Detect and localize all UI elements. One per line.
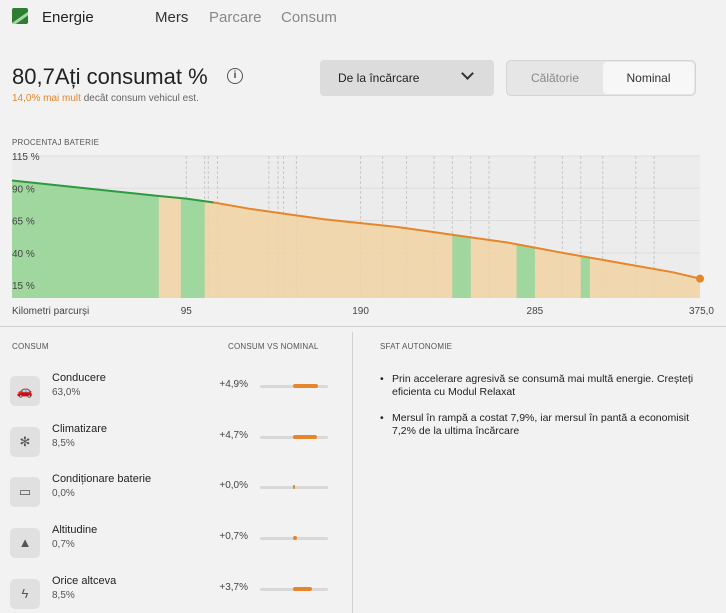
divider	[0, 326, 726, 327]
delta-bar-fill	[293, 587, 313, 591]
chevron-down-icon	[461, 67, 474, 80]
app-title: Energie	[42, 9, 94, 26]
y-tick-label: 115 %	[12, 152, 40, 163]
row-name: Climatizare	[52, 423, 108, 435]
x-axis-label: Kilometri parcurși	[12, 306, 89, 317]
row-percent: 63,0%	[52, 387, 81, 398]
battery-line-regen	[11, 179, 214, 204]
mode-toggle: Călătorie Nominal	[506, 60, 696, 96]
divider-vertical	[352, 332, 353, 613]
energy-app-icon	[12, 8, 28, 24]
consum-title: CONSUM	[12, 342, 49, 351]
vs-nominal-title: CONSUM VS NOMINAL	[228, 342, 319, 351]
tab-mers[interactable]: Mers	[155, 9, 189, 26]
row-percent: 0,7%	[52, 539, 75, 550]
x-tick-label: 375,0	[689, 306, 714, 317]
chart-label: PROCENTAJ BATERIE	[12, 138, 100, 147]
row-delta: +0,7%	[219, 531, 248, 542]
range-dropdown[interactable]: De la încărcare	[320, 60, 494, 96]
subline-rest: decât consum vehicul est.	[80, 93, 199, 104]
consum-row: ϟ Orice altceva 8,5% +3,7%	[0, 575, 352, 613]
y-tick-label: 40 %	[12, 249, 35, 260]
consum-row: ▲ Altitudine 0,7% +0,7%	[0, 524, 352, 574]
row-percent: 0,0%	[52, 488, 75, 499]
segment-nominal[interactable]: Nominal	[603, 62, 694, 94]
dropdown-label: De la încărcare	[338, 71, 420, 85]
delta-bar-fill	[293, 384, 319, 388]
tip-item: Prin accelerare agresivă se consumă mai …	[380, 373, 710, 399]
consum-row: 🚗 Conducere 63,0% +4,9%	[0, 372, 352, 422]
row-delta: +0,0%	[219, 480, 248, 491]
car-icon: 🚗	[10, 376, 40, 406]
bolt-icon: ϟ	[10, 579, 40, 609]
battery-line	[213, 201, 701, 280]
consum-row: ✻ Climatizare 8,5% +4,7%	[0, 423, 352, 473]
battery-chart: 115 % 90 % 65 % 40 % 15 % Kilometri parcurși 9…	[11, 152, 714, 317]
subline-highlight: 14,0% mai mult	[12, 93, 81, 104]
x-tick-label: 285	[527, 306, 544, 317]
regen-band	[12, 180, 159, 298]
x-tick-label: 95	[181, 306, 193, 317]
consumption-headline: 80,7Ați consumat %	[12, 64, 208, 89]
row-delta: +4,7%	[219, 430, 248, 441]
delta-bar-fill	[293, 536, 297, 540]
row-name: Condiționare baterie	[52, 473, 152, 485]
row-percent: 8,5%	[52, 590, 75, 601]
tab-consum[interactable]: Consum	[281, 9, 337, 26]
consumption-subline: 14,0% mai mult decât consum vehicul est.	[12, 93, 199, 104]
consum-row: ▭ Condiționare baterie 0,0% +0,0%	[0, 473, 352, 523]
mountain-icon: ▲	[10, 528, 40, 558]
row-name: Conducere	[52, 372, 106, 384]
row-percent: 8,5%	[52, 438, 75, 449]
y-tick-label: 90 %	[12, 184, 35, 195]
battery-icon: ▭	[10, 477, 40, 507]
tips-title: SFAT AUTONOMIE	[380, 342, 453, 351]
y-tick-label: 15 %	[12, 281, 35, 292]
segment-calatorie[interactable]: Călătorie	[530, 71, 580, 85]
y-tick-label: 65 %	[12, 217, 35, 228]
info-icon[interactable]: i	[227, 68, 243, 84]
current-point	[696, 274, 704, 283]
top-nav: Energie Mers Parcare Consum	[0, 0, 726, 36]
row-name: Altitudine	[52, 524, 98, 536]
row-delta: +3,7%	[219, 582, 248, 593]
delta-bar-fill	[293, 435, 318, 439]
delta-bar-fill	[293, 485, 295, 489]
regen-band	[180, 180, 205, 298]
row-name: Orice altceva	[52, 575, 117, 587]
tab-parcare[interactable]: Parcare	[209, 9, 262, 26]
fan-icon: ✻	[10, 427, 40, 457]
tip-item: Mersul în rampă a costat 7,9%, iar mersu…	[380, 412, 710, 438]
row-delta: +4,9%	[219, 379, 248, 390]
x-tick-label: 190	[352, 306, 369, 317]
